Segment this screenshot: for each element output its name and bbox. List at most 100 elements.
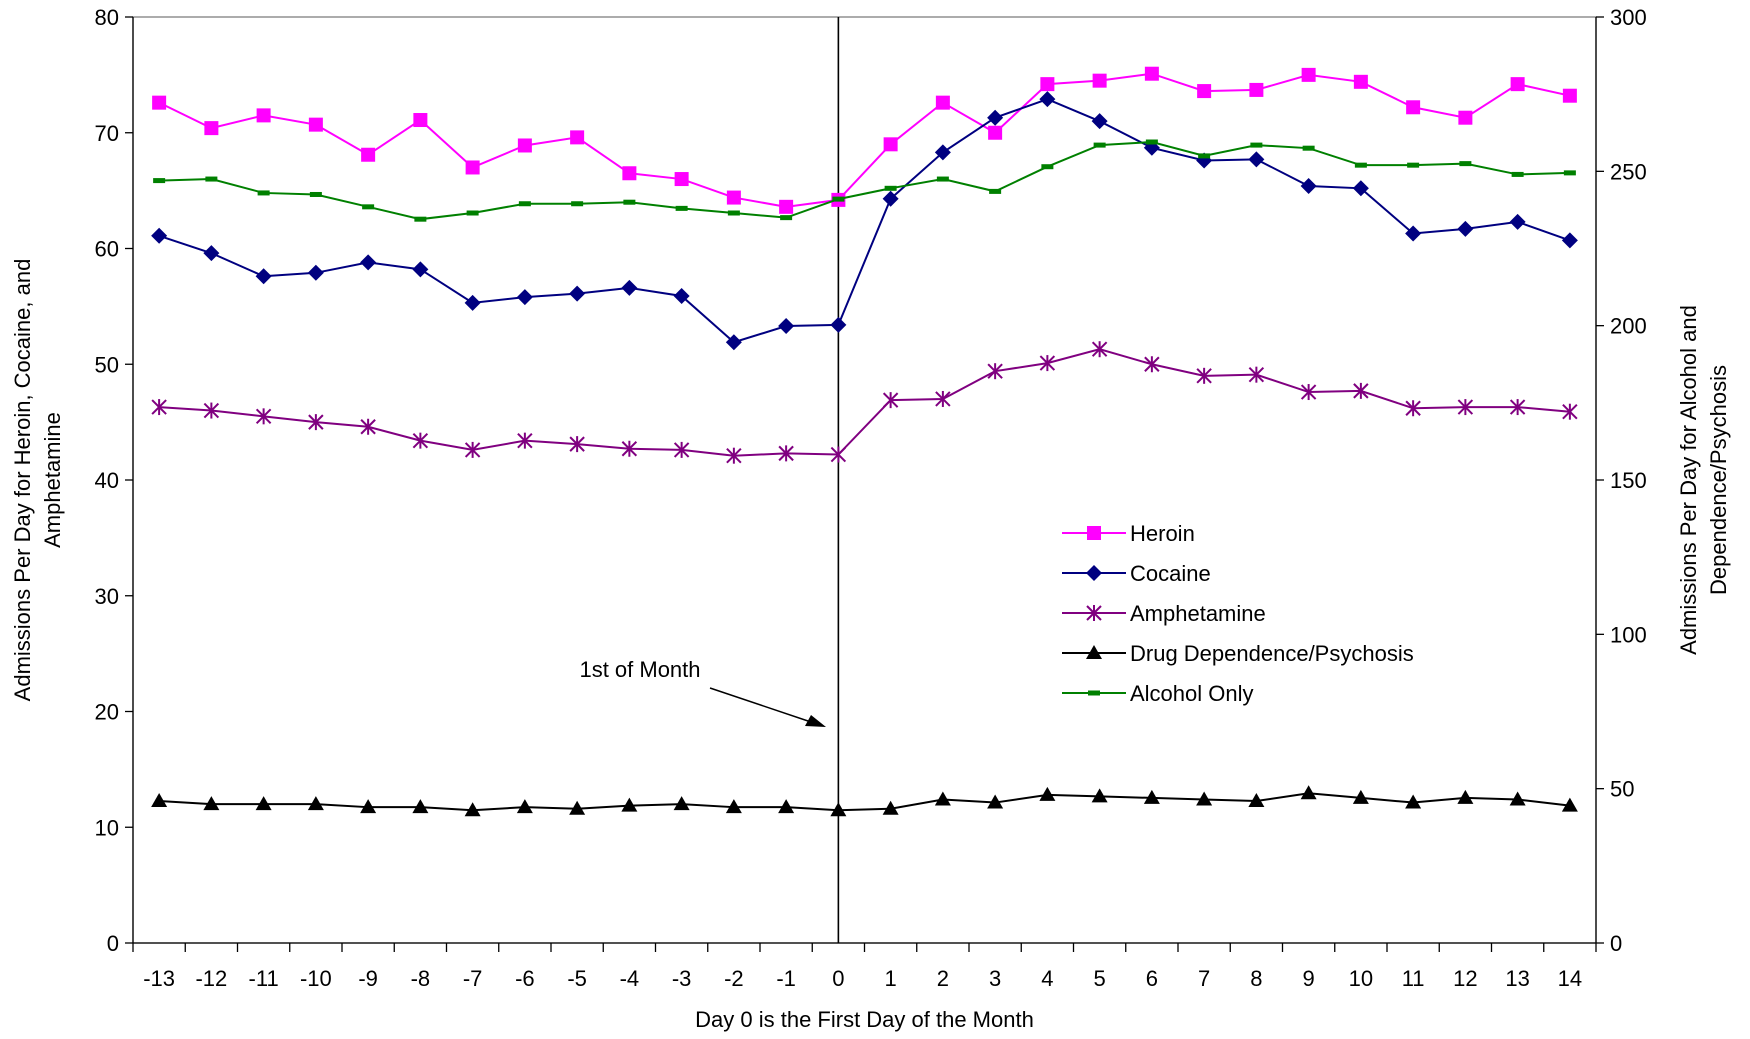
data-point-drug-dependence-psychosis — [1248, 793, 1265, 808]
data-point-cocaine — [1509, 213, 1526, 230]
data-point-amphetamine — [1509, 399, 1526, 416]
data-point-heroin — [622, 166, 637, 181]
data-point-cocaine — [569, 285, 586, 302]
data-point-heroin — [988, 125, 1003, 140]
legend-label: Alcohol Only — [1130, 681, 1254, 706]
data-point-amphetamine — [673, 441, 690, 458]
data-point-drug-dependence-psychosis — [1457, 789, 1474, 804]
data-point-cocaine — [360, 254, 377, 271]
data-point-heroin — [413, 113, 428, 128]
data-point-heroin — [1092, 73, 1107, 88]
data-point-heroin — [204, 121, 219, 136]
data-point-alcohol-only — [1459, 161, 1472, 167]
data-point-alcohol-only — [1302, 145, 1315, 151]
legend-marker — [1088, 690, 1100, 696]
data-point-drug-dependence-psychosis — [621, 797, 638, 812]
data-point-heroin — [883, 137, 898, 152]
data-point-heroin — [1353, 74, 1368, 89]
data-point-cocaine — [1039, 91, 1056, 108]
data-point-drug-dependence-psychosis — [1405, 794, 1422, 809]
y-left-tick-label: 60 — [95, 237, 119, 262]
legend-label: Heroin — [1130, 521, 1195, 546]
series-line-amphetamine — [159, 348, 1570, 457]
x-tick-label: -10 — [300, 966, 332, 991]
data-point-amphetamine — [1144, 356, 1160, 373]
series-drug-dependence-psychosis — [151, 785, 1578, 817]
x-tick-label: 8 — [1250, 966, 1262, 991]
data-point-drug-dependence-psychosis — [151, 793, 168, 808]
data-point-cocaine — [464, 294, 481, 311]
annotation-arrowhead — [805, 715, 826, 727]
data-point-alcohol-only — [466, 210, 479, 216]
data-point-cocaine — [255, 268, 272, 285]
y-right-tick-label: 150 — [1610, 468, 1647, 493]
y-right-axis-title-line: Dependence/Psychosis — [1706, 365, 1731, 595]
data-point-heroin — [1301, 67, 1316, 82]
y-left-tick-label: 80 — [95, 5, 119, 30]
data-point-heroin — [465, 160, 480, 175]
data-point-cocaine — [203, 245, 220, 262]
data-point-cocaine — [830, 316, 847, 333]
y-right-tick-label: 200 — [1610, 314, 1647, 339]
data-point-drug-dependence-psychosis — [1196, 791, 1213, 806]
data-point-drug-dependence-psychosis — [1091, 788, 1108, 803]
data-point-amphetamine — [935, 390, 951, 407]
data-point-cocaine — [882, 190, 899, 207]
data-point-heroin — [1249, 82, 1264, 97]
data-point-alcohol-only — [1041, 164, 1054, 170]
x-tick-label: -1 — [776, 966, 796, 991]
y-right-tick-label: 250 — [1610, 159, 1647, 184]
data-point-drug-dependence-psychosis — [934, 791, 951, 806]
data-point-drug-dependence-psychosis — [464, 802, 481, 817]
data-point-alcohol-only — [623, 199, 636, 205]
series-heroin — [152, 66, 1577, 214]
y-right-tick-label: 50 — [1610, 777, 1634, 802]
data-point-cocaine — [516, 289, 533, 306]
data-point-alcohol-only — [1354, 162, 1367, 168]
data-point-drug-dependence-psychosis — [1352, 789, 1369, 804]
y-right-axis-title: Admissions Per Day for Alcohol and Depend… — [1676, 305, 1731, 655]
data-point-amphetamine — [726, 447, 742, 464]
data-point-drug-dependence-psychosis — [830, 802, 847, 817]
x-tick-label: 5 — [1094, 966, 1106, 991]
data-point-alcohol-only — [884, 185, 897, 191]
data-point-cocaine — [621, 279, 638, 296]
legend: Heroin Cocaine Amphetamine Drug Dependence/… — [1062, 521, 1414, 706]
x-tick-label: 0 — [832, 966, 844, 991]
data-point-heroin — [308, 117, 323, 132]
data-point-cocaine — [934, 144, 951, 161]
data-point-amphetamine — [778, 445, 794, 462]
x-tick-label: 9 — [1303, 966, 1315, 991]
data-point-alcohol-only — [414, 216, 427, 222]
x-tick-label: 2 — [937, 966, 949, 991]
data-point-amphetamine — [1196, 367, 1212, 384]
data-point-amphetamine — [203, 402, 220, 419]
data-point-drug-dependence-psychosis — [725, 799, 742, 814]
data-point-amphetamine — [255, 408, 272, 425]
data-point-drug-dependence-psychosis — [1143, 789, 1160, 804]
data-point-amphetamine — [882, 392, 899, 409]
data-point-amphetamine — [987, 363, 1003, 380]
data-point-heroin — [1458, 110, 1473, 125]
data-point-drug-dependence-psychosis — [1039, 786, 1056, 801]
x-tick-label: 4 — [1041, 966, 1053, 991]
data-point-alcohol-only — [936, 176, 949, 182]
data-point-alcohol-only — [1250, 142, 1263, 148]
data-point-heroin — [1510, 77, 1525, 92]
x-tick-label: -11 — [249, 966, 279, 991]
data-point-amphetamine — [464, 441, 481, 458]
annotation-arrow-line — [709, 687, 809, 722]
legend-marker — [1087, 526, 1101, 540]
legend-label: Amphetamine — [1130, 601, 1266, 626]
data-point-amphetamine — [1091, 341, 1108, 358]
data-point-heroin — [517, 138, 532, 153]
data-point-amphetamine — [308, 414, 324, 431]
legend-item-drug-dependence-psychosis: Drug Dependence/Psychosis — [1062, 641, 1414, 666]
series-alcohol-only — [153, 139, 1576, 222]
x-tick-label: -9 — [358, 966, 378, 991]
data-point-drug-dependence-psychosis — [1300, 785, 1317, 800]
data-point-cocaine — [1561, 232, 1578, 249]
data-point-cocaine — [307, 264, 324, 281]
y-right-tick-label: 0 — [1610, 931, 1622, 956]
